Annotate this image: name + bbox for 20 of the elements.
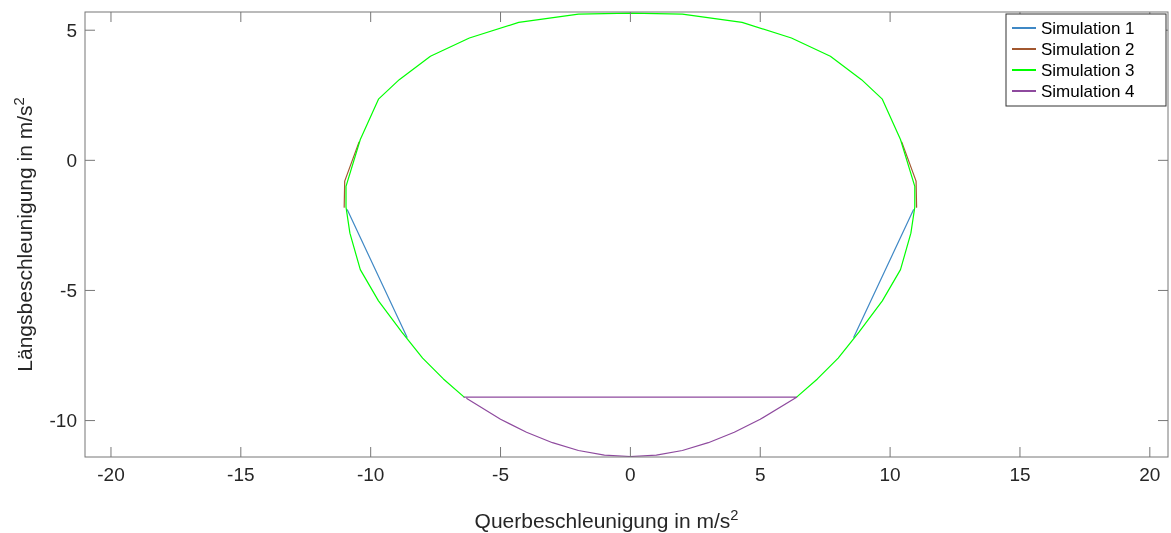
x-tick-label: -10 [356,464,385,485]
legend-label: Simulation 1 [1041,18,1135,38]
x-tick-label: 15 [1009,464,1031,485]
legend-label: Simulation 3 [1041,60,1135,80]
x-tick-label: 0 [625,464,636,485]
x-tick-label: 10 [879,464,901,485]
x-axis-title: Querbeschleunigung in m/s$^{2}$ [474,507,739,532]
legend-label: Simulation 4 [1041,81,1135,101]
legend-label: Simulation 2 [1041,39,1135,59]
y-tick-label: -5 [60,280,77,302]
y-tick-label: 5 [66,19,77,41]
y-tick-label: 0 [66,149,77,171]
x-tick-label: 5 [754,464,766,485]
x-tick-label: 20 [1139,464,1161,485]
y-tick-label: -10 [49,410,77,432]
line-series [345,12,916,398]
line-series [463,396,798,457]
x-tick-label: -15 [227,464,255,485]
x-tick-label: -20 [97,464,125,485]
x-tick-label: -5 [492,464,509,485]
